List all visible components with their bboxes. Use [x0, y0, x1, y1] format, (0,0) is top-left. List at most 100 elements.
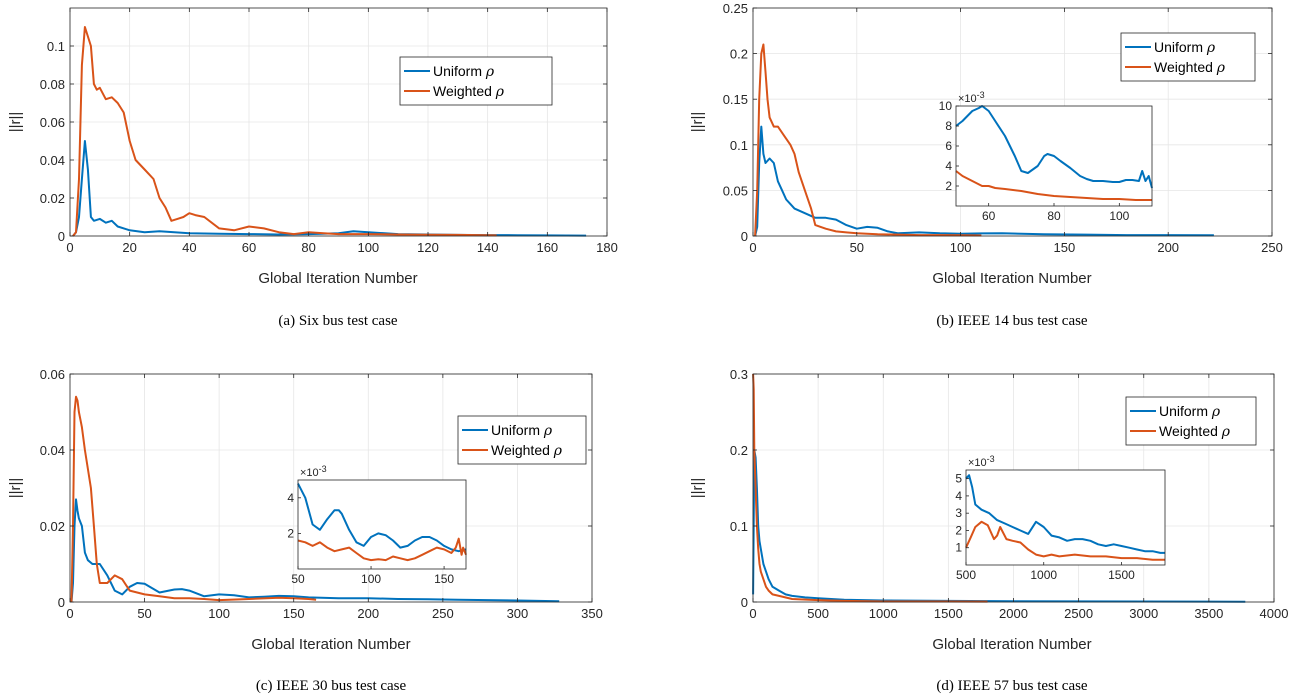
- y-tick-label: 0.3: [730, 367, 748, 382]
- legend-rho-symbol: ρ: [1221, 424, 1231, 440]
- weighted-series-line: [70, 395, 317, 603]
- x-axis-label: Global Iteration Number: [251, 636, 410, 653]
- x-tick-label: 0: [749, 240, 756, 255]
- axes-frame: [69, 373, 593, 603]
- inset-area: [966, 470, 1165, 565]
- inset-exponent-power: -3: [977, 90, 985, 100]
- y-tick-label: 0.08: [40, 77, 65, 92]
- x-tick-label: 120: [417, 240, 439, 255]
- legend-rho-symbol: ρ: [495, 84, 505, 100]
- y-tick-label: 0.2: [730, 47, 748, 62]
- y-tick-label: 0.04: [40, 153, 65, 168]
- legend-rho-symbol: ρ: [1211, 404, 1221, 420]
- uniform-series-line: [752, 449, 1246, 603]
- inset-x-tick-label: 100: [1109, 209, 1129, 223]
- x-tick-label: 250: [1261, 240, 1283, 255]
- legend-weighted-label: Weighted ρ: [1159, 423, 1231, 440]
- x-tick-label: 50: [137, 606, 151, 621]
- inset-y-tick-label: 4: [955, 489, 962, 503]
- legend-rho-symbol: ρ: [1216, 60, 1226, 76]
- legend-weighted-label: Weighted ρ: [1154, 59, 1226, 76]
- legend-rho-symbol: ρ: [1206, 40, 1216, 56]
- legend-uniform-label: Uniform ρ: [433, 63, 495, 80]
- legend-box: [1120, 32, 1256, 82]
- y-tick-label: 0.02: [40, 519, 65, 534]
- inset-frame: [965, 469, 1166, 566]
- inset-x-tick-label: 60: [982, 209, 996, 223]
- panel-d: 0 500 1000 1500 2000 2500 3000 3500 400000.10.20…: [689, 367, 1288, 694]
- x-tick-label: 350: [581, 606, 603, 621]
- x-tick-label: 150: [283, 606, 305, 621]
- legend-weighted-label: Weighted ρ: [491, 442, 563, 459]
- y-tick-label: 0.05: [723, 183, 748, 198]
- panel-b: 0 50 100 150 200 250 0 0.05 0.1 0.15 0.2 0.25 Global…: [689, 1, 1283, 329]
- x-tick-label: 160: [536, 240, 558, 255]
- x-tick-label: 0: [66, 240, 73, 255]
- weighted-series-line: [752, 373, 988, 603]
- x-tick-label: 3500: [1194, 606, 1223, 621]
- inset-y-tick-label: 2: [945, 179, 952, 193]
- inset-y-tick-label: 10: [939, 99, 953, 113]
- x-axis-label: Global Iteration Number: [932, 636, 1091, 653]
- legend-rho-symbol: ρ: [543, 423, 553, 439]
- inset-y-tick-label: 8: [945, 119, 952, 133]
- x-tick-label: 500: [807, 606, 829, 621]
- inset-y-tick-label: 2: [955, 523, 962, 537]
- y-tick-label: 0.06: [40, 115, 65, 130]
- inset-exponent-power: -3: [987, 454, 995, 464]
- x-tick-label: 100: [208, 606, 230, 621]
- x-tick-label: 20: [122, 240, 136, 255]
- y-tick-label: 0.1: [47, 39, 65, 54]
- y-tick-label: 0.2: [730, 443, 748, 458]
- legend-rho-symbol: ρ: [485, 64, 495, 80]
- inset-uniform-line: [955, 105, 1153, 189]
- y-tick-label: 0.04: [40, 443, 65, 458]
- inset-x-tick-label: 500: [956, 568, 976, 582]
- x-tick-label: 80: [301, 240, 315, 255]
- legend: Uniform ρ Weighted ρ: [399, 56, 553, 106]
- panel-caption: (a) Six bus test case: [278, 313, 397, 329]
- legend-uniform-label: Uniform ρ: [491, 422, 553, 439]
- y-tick-label: 0.06: [40, 367, 65, 382]
- x-tick-label: 2500: [1064, 606, 1093, 621]
- y-tick-label: 0: [58, 229, 65, 244]
- y-tick-label: 0.02: [40, 191, 65, 206]
- x-tick-label: 200: [357, 606, 379, 621]
- panel-a: 0 20 40 60 80 100 120 140 160 180 0 0.02 0.04 0.06 0.0…: [7, 7, 618, 329]
- inset-area: [298, 480, 466, 569]
- weighted-series-line: [754, 43, 982, 237]
- inset-y-tick-label: 1: [955, 541, 962, 555]
- inset-x-tick-label: 150: [434, 572, 454, 586]
- legend: Uniform ρ Weighted ρ: [457, 415, 587, 465]
- panel-caption: (b) IEEE 14 bus test case: [936, 313, 1088, 329]
- inset-weighted-line: [297, 537, 467, 562]
- x-tick-label: 100: [357, 240, 379, 255]
- inset-x-tick-label: 100: [361, 572, 381, 586]
- axes-frame: [752, 7, 1273, 237]
- x-tick-label: 200: [1157, 240, 1179, 255]
- inset-weighted-line: [955, 170, 1152, 201]
- x-tick-label: 2000: [999, 606, 1028, 621]
- inset-y-tick-label: 6: [945, 139, 952, 153]
- x-tick-label: 140: [477, 240, 499, 255]
- inset-weighted-line: [965, 520, 1165, 561]
- y-axis-label: ||r||: [689, 112, 706, 133]
- y-axis-label: ||r||: [7, 478, 24, 499]
- x-tick-label: 150: [1054, 240, 1076, 255]
- legend-uniform-label: Uniform ρ: [1154, 39, 1216, 56]
- panel-caption: (d) IEEE 57 bus test case: [936, 678, 1088, 694]
- y-tick-label: 0.1: [730, 519, 748, 534]
- y-tick-label: 0.1: [730, 138, 748, 153]
- legend-box: [457, 415, 587, 465]
- y-axis-label: ||r||: [7, 112, 24, 133]
- inset-exponent-power: -3: [319, 464, 327, 474]
- inset-x-tick-label: 50: [291, 572, 305, 586]
- y-tick-label: 0: [741, 229, 748, 244]
- inset-x-tick-label: 1000: [1030, 568, 1057, 582]
- x-tick-label: 250: [432, 606, 454, 621]
- x-tick-label: 100: [950, 240, 972, 255]
